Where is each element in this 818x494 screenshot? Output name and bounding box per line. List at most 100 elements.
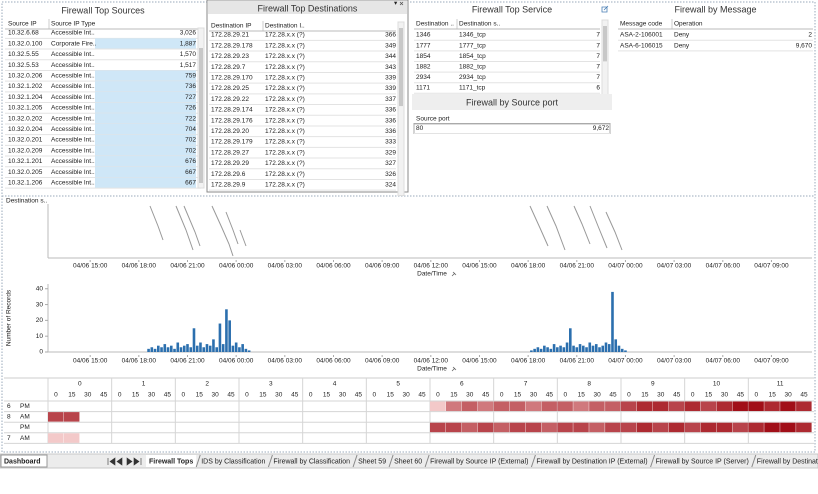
sheet-tab[interactable]: Sheet 59 bbox=[358, 458, 386, 465]
cell: 10.32.1.205 bbox=[8, 105, 43, 112]
cell: 172.28.x.x (?) bbox=[265, 117, 305, 124]
heat-cell bbox=[63, 433, 80, 443]
heat-cell bbox=[477, 401, 494, 412]
bar bbox=[189, 347, 193, 352]
streak bbox=[239, 229, 247, 247]
bar bbox=[562, 347, 566, 352]
scrollbar-track bbox=[397, 21, 405, 196]
row-period-label: PM bbox=[20, 403, 30, 410]
cell: ASA-6-106015 bbox=[620, 42, 663, 49]
cell-value: 2 bbox=[808, 32, 812, 39]
bar bbox=[150, 347, 154, 352]
cell: 10.32.1.206 bbox=[8, 180, 43, 187]
dashboard-tab-label[interactable]: Dashboard bbox=[4, 458, 41, 465]
timeline-x-tick-label: 04/07 06:00 bbox=[706, 263, 741, 270]
cell-value: 702 bbox=[185, 147, 196, 154]
minute-label: 45 bbox=[227, 392, 235, 399]
column-header: Destination s.. bbox=[459, 21, 500, 28]
records-x-pin-icon bbox=[451, 366, 457, 372]
tab-nav-button[interactable] bbox=[126, 457, 133, 466]
bar bbox=[598, 347, 601, 352]
minute-label: 30 bbox=[657, 392, 665, 399]
bar bbox=[238, 347, 241, 352]
bar bbox=[588, 342, 592, 352]
cell: 10.32.0.201 bbox=[8, 137, 43, 144]
bar bbox=[546, 347, 549, 352]
cell: 10.32.0.209 bbox=[8, 147, 43, 154]
timeline-x-pin-icon bbox=[451, 271, 457, 277]
streak bbox=[175, 205, 194, 251]
cell: Accessible Int.. bbox=[51, 169, 95, 176]
cell: Accessible Int.. bbox=[51, 180, 95, 187]
cell: 1854 bbox=[416, 53, 431, 60]
cell-value: 349 bbox=[385, 42, 396, 49]
sheet-tab[interactable]: Firewall by Source IP (External) bbox=[430, 458, 528, 465]
tab-nav-button[interactable] bbox=[133, 457, 142, 466]
minute-label: 15 bbox=[641, 392, 649, 399]
timeline-x-tick-label: 04/06 06:00 bbox=[316, 263, 351, 270]
heat-cell bbox=[48, 433, 64, 443]
records-x-tick-label: 04/06 00:00 bbox=[219, 358, 254, 365]
y-tick-label: 0 bbox=[39, 349, 43, 356]
minute-label: 0 bbox=[754, 392, 758, 399]
heat-cell bbox=[430, 422, 446, 433]
tab-nav-button[interactable] bbox=[116, 457, 123, 466]
bar bbox=[218, 323, 222, 352]
column-header: Operation bbox=[674, 21, 703, 28]
timeline-y-label: Destination s.. bbox=[6, 198, 47, 205]
bar bbox=[607, 344, 611, 352]
dashboard-tab[interactable] bbox=[0, 454, 48, 468]
sheet-tab[interactable]: Firewall by Destination IP (Serve bbox=[757, 458, 818, 465]
cell-value: 324 bbox=[385, 182, 396, 189]
sheet-tab[interactable]: Firewall by Destination IP (External) bbox=[536, 458, 647, 465]
bar bbox=[578, 344, 582, 352]
cell-value: 9,672 bbox=[593, 125, 610, 132]
minute-label: 0 bbox=[436, 392, 440, 399]
bar bbox=[208, 345, 212, 352]
cell-value: 667 bbox=[185, 169, 196, 176]
scrollbar-thumb bbox=[603, 26, 607, 62]
tab-nav-button[interactable] bbox=[107, 457, 116, 466]
cell-value: 327 bbox=[385, 160, 396, 167]
cell-value: 704 bbox=[185, 126, 196, 133]
sheet-tab[interactable]: Firewall by Classification bbox=[273, 458, 350, 465]
cell: Accessible Int.. bbox=[51, 105, 95, 112]
cell: Accessible Int.. bbox=[51, 147, 95, 154]
cell: 172.28.29.20 bbox=[211, 128, 249, 135]
cell-value: 366 bbox=[385, 32, 396, 39]
sheet-tab[interactable]: Firewall by Source IP (Server) bbox=[656, 458, 749, 465]
cell: 172.28.x.x (?) bbox=[265, 42, 305, 49]
minute-label: 0 bbox=[563, 392, 567, 399]
hour-label: 0 bbox=[78, 381, 82, 388]
cell: 80 bbox=[416, 125, 424, 132]
minute-label: 45 bbox=[291, 392, 299, 399]
minute-label: 15 bbox=[323, 392, 331, 399]
title-band bbox=[412, 94, 612, 110]
bar bbox=[617, 345, 621, 352]
minute-label: 30 bbox=[275, 392, 283, 399]
records-x-tick-label: 04/06 03:00 bbox=[268, 358, 303, 365]
minute-label: 0 bbox=[245, 392, 249, 399]
row-highlight bbox=[95, 81, 196, 92]
tab-separator bbox=[424, 454, 430, 468]
streak bbox=[211, 205, 234, 257]
cell: 10.32.0.204 bbox=[8, 126, 43, 133]
hour-label: 5 bbox=[396, 381, 400, 388]
cell-value: 7 bbox=[596, 32, 600, 39]
bar bbox=[234, 342, 238, 352]
timeline-x-tick-label: 04/06 12:00 bbox=[414, 263, 449, 270]
heat-cell bbox=[589, 422, 605, 433]
records-x-tick-label: 04/06 12:00 bbox=[414, 358, 449, 365]
heat-cell bbox=[430, 401, 446, 412]
cell-value: 736 bbox=[185, 83, 196, 90]
sheet-tab[interactable]: IDS by Classification bbox=[201, 458, 265, 465]
heat-cell bbox=[509, 422, 526, 433]
bar bbox=[624, 350, 627, 352]
sheet-tab[interactable]: Firewall Tops bbox=[149, 458, 193, 465]
hour-label: 6 bbox=[460, 381, 464, 388]
sheet-tab[interactable]: Sheet 60 bbox=[394, 458, 422, 465]
minute-label: 0 bbox=[627, 392, 631, 399]
cell-value: 7 bbox=[596, 53, 600, 60]
cell: 172.28.29.7 bbox=[211, 64, 246, 71]
bar bbox=[195, 345, 199, 352]
